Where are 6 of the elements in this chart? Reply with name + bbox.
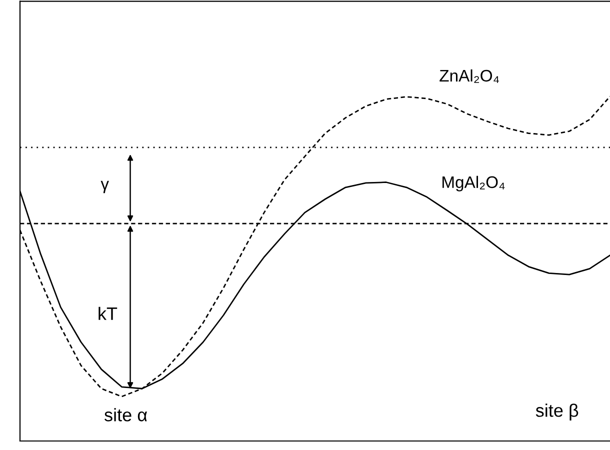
annotation: site β (536, 404, 578, 420)
annotation: site α (104, 408, 148, 422)
annotation: γ (100, 180, 109, 194)
series-label: MgAl₂O₄ (442, 176, 505, 192)
annotation: kT (98, 306, 118, 320)
series-label: ZnAl₂O₄ (440, 69, 499, 83)
